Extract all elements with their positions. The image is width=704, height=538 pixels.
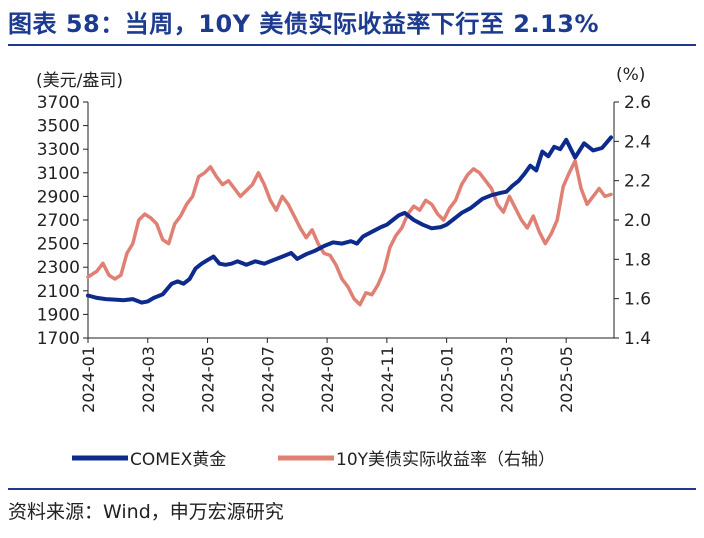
left-tick-label: 2900 (37, 187, 80, 207)
right-axis-ticks: 1.4 1.6 1.8 2.0 2.2 2.4 2.6 (614, 93, 651, 349)
left-tick-label: 3700 (37, 93, 80, 113)
legend-label-gold: COMEX黄金 (130, 450, 226, 470)
x-axis-ticks: 2024-01 2024-03 2024-05 2024-07 2024-09 2024-… (79, 338, 576, 413)
x-tick-label: 2024-05 (199, 346, 218, 413)
source-note: 资料来源：Wind，申万宏源研究 (8, 501, 284, 523)
left-tick-label: 2500 (37, 235, 80, 255)
right-tick-label: 1.6 (624, 290, 651, 310)
right-tick-label: 1.4 (624, 329, 651, 349)
left-tick-label: 2300 (37, 258, 80, 278)
left-axis-ticks: 1700 1900 2100 2300 2500 2700 2900 3100 3300 3500… (37, 93, 88, 349)
left-tick-label: 2700 (37, 211, 80, 231)
x-tick-label: 2025-03 (497, 346, 516, 413)
series-line-gold (86, 135, 613, 305)
left-tick-label: 1700 (37, 329, 80, 349)
left-axis-unit: (美元/盎司) (36, 71, 123, 91)
x-tick-label: 2025-05 (557, 346, 576, 413)
series-line-real-yield (86, 159, 613, 307)
left-tick-label: 2100 (37, 282, 80, 302)
right-tick-label: 2.4 (624, 132, 651, 152)
left-tick-label: 1900 (37, 305, 80, 325)
left-tick-label: 3100 (37, 164, 80, 184)
right-tick-label: 2.0 (624, 211, 651, 231)
x-tick-label: 2024-07 (258, 346, 277, 413)
chart-title: 图表 58：当周，10Y 美债实际收益率下行至 2.13% (8, 10, 600, 38)
series-layer (86, 135, 613, 307)
left-tick-label: 3500 (37, 117, 80, 137)
left-tick-label: 3300 (37, 140, 80, 160)
x-tick-label: 2024-03 (139, 346, 158, 413)
footer-rule (8, 488, 696, 490)
x-tick-label: 2024-01 (79, 346, 98, 413)
title-underline (8, 44, 696, 46)
x-tick-label: 2024-09 (318, 346, 337, 413)
right-tick-label: 2.6 (624, 93, 651, 113)
right-axis-unit: (%) (616, 65, 645, 85)
legend-label-real-yield: 10Y美债实际收益率（右轴） (336, 450, 555, 470)
x-tick-label: 2025-01 (438, 346, 457, 413)
right-tick-label: 2.2 (624, 172, 651, 192)
right-tick-label: 1.8 (624, 250, 651, 270)
x-tick-label: 2024-11 (378, 346, 397, 413)
legend: COMEX黄金 10Y美债实际收益率（右轴） (72, 450, 555, 470)
